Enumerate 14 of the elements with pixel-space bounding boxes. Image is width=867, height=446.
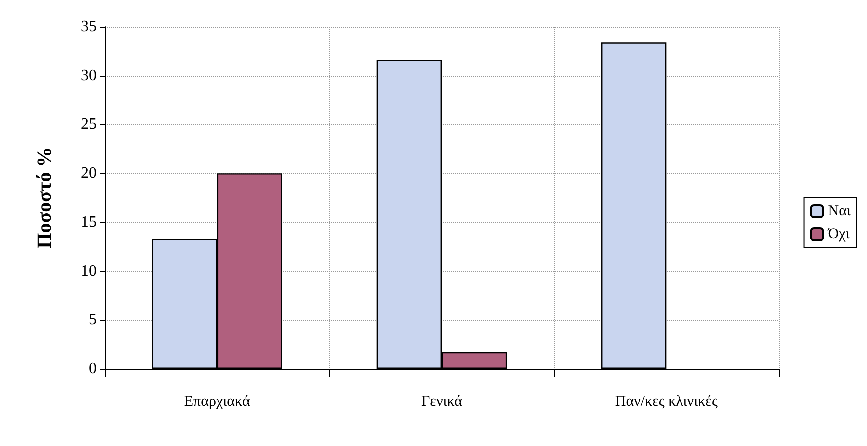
- x-tick-label: Παν/κες κλινικές: [615, 394, 718, 410]
- y-tick-label: 30: [81, 67, 97, 84]
- y-tick-label: 20: [81, 165, 97, 182]
- y-tick-label: 25: [81, 116, 97, 134]
- y-tick-label: 10: [81, 262, 97, 280]
- y-tick-label: 0: [89, 360, 97, 378]
- y-tick-label: 35: [81, 18, 97, 36]
- legend-label: Όχι: [827, 226, 850, 242]
- x-tick-label: Γενικά: [421, 394, 463, 410]
- x-tick-label: Επαρχιακά: [184, 394, 250, 410]
- legend-label: Ναι: [828, 204, 852, 220]
- y-axis-title: Ποσοστό %: [34, 147, 56, 249]
- y-tick-label: 5: [89, 312, 97, 329]
- y-tick-label: 15: [81, 214, 97, 231]
